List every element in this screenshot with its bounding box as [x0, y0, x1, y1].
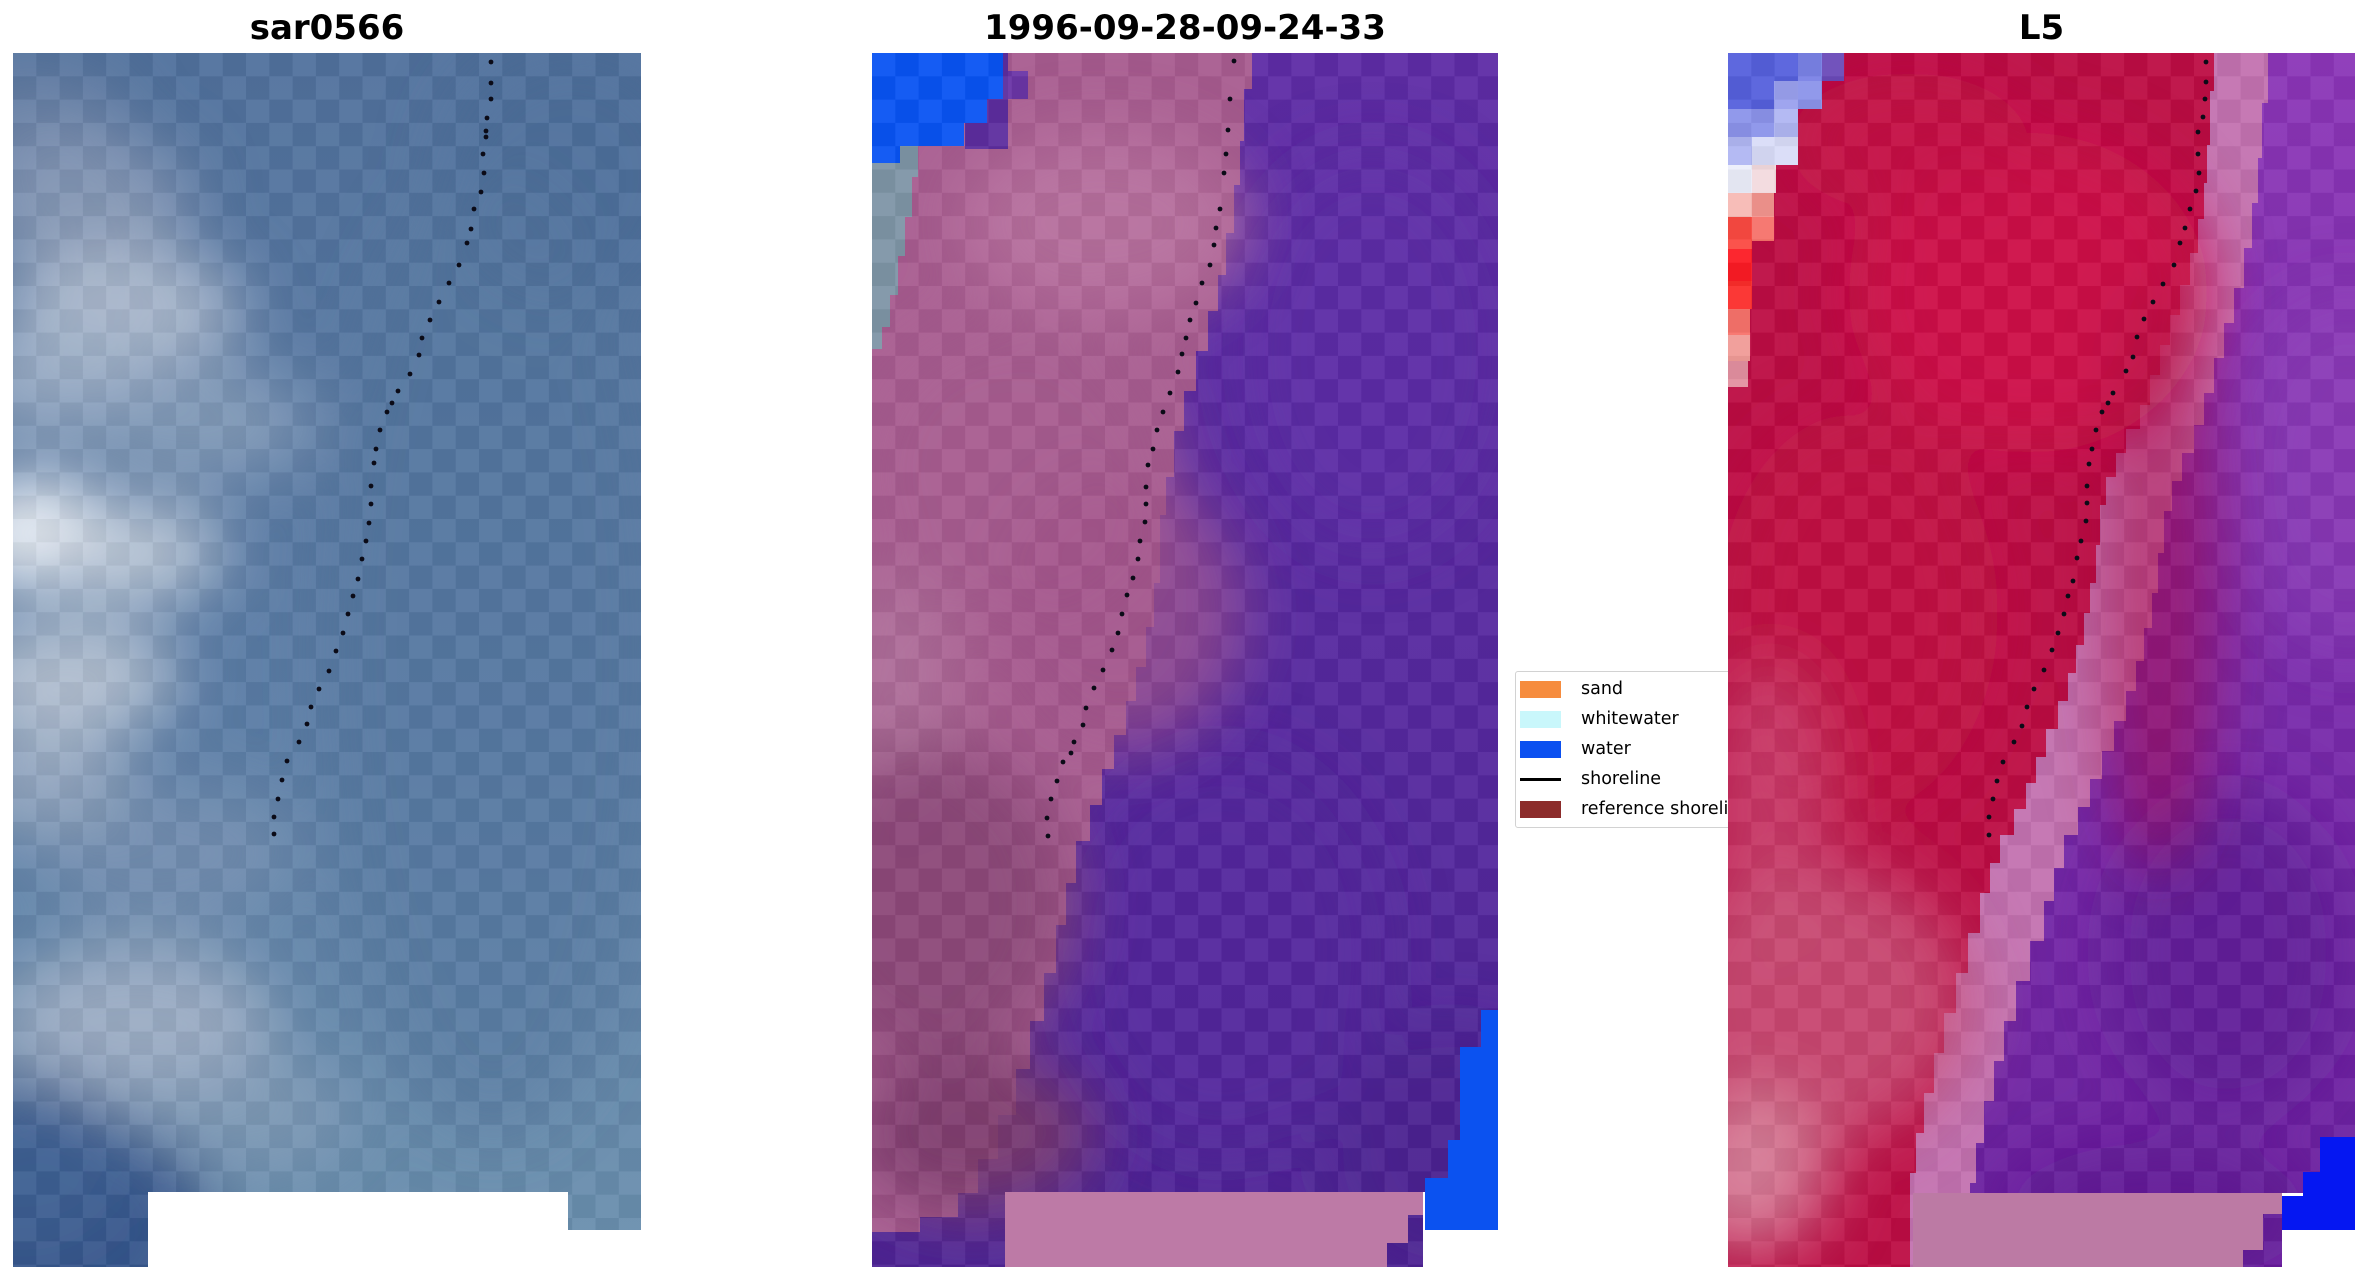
panel-title-sar: sar0566	[249, 8, 405, 48]
classified-image-panel	[872, 53, 1498, 1267]
legend-entry-sand: sand	[1520, 674, 1754, 704]
panel-title-l5: L5	[2018, 8, 2065, 48]
l5-image-panel	[1728, 53, 2355, 1267]
panel-title-timestamp: 1996-09-28-09-24-33	[984, 8, 1386, 48]
legend-patch-swatch-reference-shoreline	[1520, 800, 1561, 818]
legend-entry-water: water	[1520, 734, 1754, 764]
l5-pixelation-overlay	[1728, 53, 2355, 1267]
legend-patch-swatch-sand	[1520, 680, 1561, 698]
classified-sandbar-pink-band	[1005, 1192, 1423, 1267]
legend-label: reference shoreline	[1581, 799, 1751, 819]
legend-label: shoreline	[1581, 769, 1662, 789]
l5-shoreline-dots	[1986, 59, 2209, 838]
l5-image	[1728, 53, 2355, 1267]
classified-image	[872, 53, 1498, 1267]
legend-label: water	[1581, 739, 1631, 759]
legend: sand whitewater water shoreline reference sh…	[1515, 671, 1755, 828]
legend-entry-shoreline: shoreline	[1520, 764, 1754, 794]
sar-image	[13, 53, 641, 1267]
classified-pixelation-overlay	[872, 53, 1498, 1267]
sar-pixelation-overlay	[13, 53, 641, 1267]
sar-shoreline-dots	[271, 59, 494, 837]
legend-label: sand	[1581, 679, 1624, 699]
sar-nodata-notch	[148, 1192, 568, 1267]
l5-water-blue-patch-bottomright	[2282, 1137, 2355, 1230]
classified-shoreline-dots	[1044, 58, 1237, 839]
l5-sandbar-pink-band	[1913, 1193, 2282, 1267]
sar-image-panel	[13, 53, 641, 1267]
legend-label: whitewater	[1581, 709, 1679, 729]
sar-nodata-corner	[568, 1230, 641, 1267]
legend-patch-swatch-water	[1520, 740, 1561, 758]
legend-patch-swatch-whitewater	[1520, 710, 1561, 728]
legend-entries: sand whitewater water shoreline reference sh…	[1520, 674, 1754, 824]
legend-line-swatch-shoreline	[1520, 777, 1561, 781]
legend-entry-reference-shoreline: reference shoreline	[1520, 794, 1754, 824]
classified-water-blue-patch-bottomright	[1425, 1010, 1498, 1230]
legend-entry-whitewater: whitewater	[1520, 704, 1754, 734]
